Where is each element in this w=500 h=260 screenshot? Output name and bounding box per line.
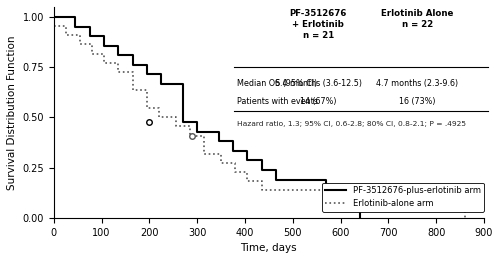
Text: Erlotinib Alone
n = 22: Erlotinib Alone n = 22	[381, 9, 454, 29]
Legend: PF-3512676-plus-erlotinib arm, Erlotinib-alone arm: PF-3512676-plus-erlotinib arm, Erlotinib…	[322, 183, 484, 211]
X-axis label: Time, days: Time, days	[240, 243, 297, 253]
Text: PF-3512676
+ Erlotinib
n = 21: PF-3512676 + Erlotinib n = 21	[290, 9, 347, 40]
Text: Patients with events: Patients with events	[236, 96, 318, 106]
Y-axis label: Survival Distribution Function: Survival Distribution Function	[7, 35, 17, 190]
Text: Hazard ratio, 1.3; 95% CI, 0.6-2.8; 80% CI, 0.8-2.1; P = .4925: Hazard ratio, 1.3; 95% CI, 0.6-2.8; 80% …	[236, 121, 466, 127]
Text: Median OS (95% CI): Median OS (95% CI)	[236, 79, 317, 88]
Text: 16 (73%): 16 (73%)	[399, 96, 436, 106]
Text: 4.7 months (2.3-9.6): 4.7 months (2.3-9.6)	[376, 79, 458, 88]
Text: 6.4 months (3.6-12.5): 6.4 months (3.6-12.5)	[275, 79, 362, 88]
Text: 14 (67%): 14 (67%)	[300, 96, 337, 106]
